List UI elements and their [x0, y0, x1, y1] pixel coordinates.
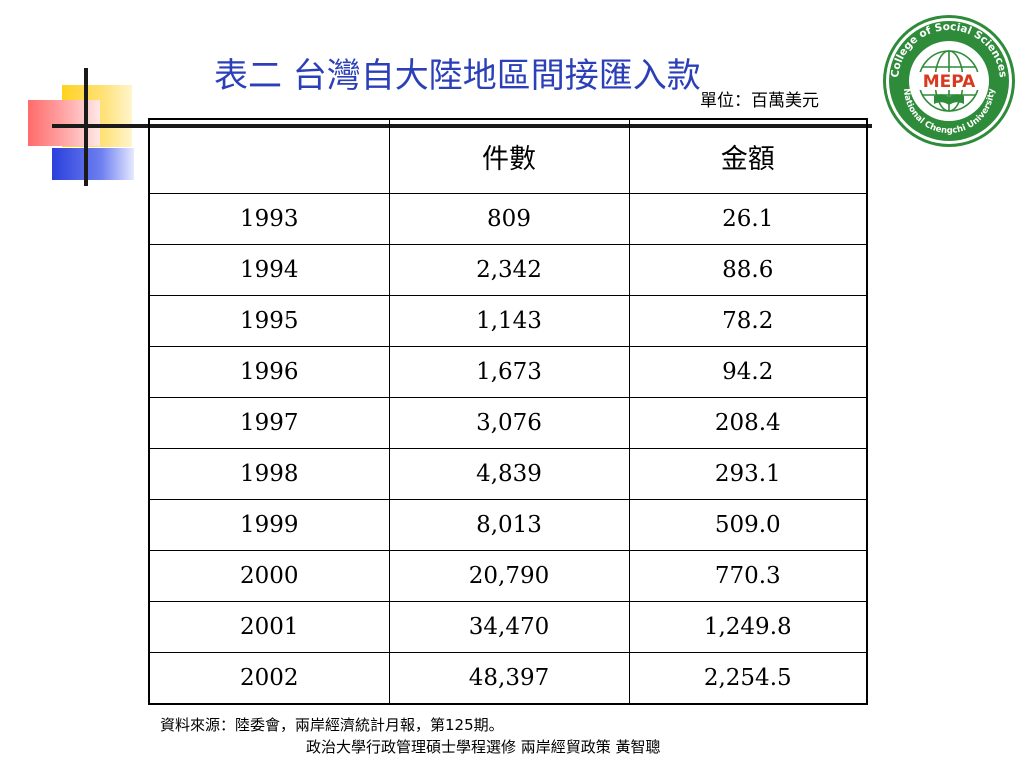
cell-amount: 88.6 — [628, 244, 868, 296]
cell-count: 1,143 — [388, 295, 630, 347]
cell-amount: 78.2 — [628, 295, 868, 347]
table-row: 1998 4,839 293.1 — [148, 448, 868, 500]
cell-year: 2001 — [148, 601, 390, 653]
header-amount: 金額 — [628, 118, 868, 194]
book-icon — [934, 94, 964, 105]
cell-amount: 509.0 — [628, 499, 868, 551]
logo-center-text: MEPA — [923, 72, 976, 92]
cell-year: 1996 — [148, 346, 390, 398]
cell-count: 809 — [388, 193, 630, 245]
cell-amount: 208.4 — [628, 397, 868, 449]
cell-amount: 94.2 — [628, 346, 868, 398]
cell-count: 20,790 — [388, 550, 630, 602]
table-row: 1996 1,673 94.2 — [148, 346, 868, 398]
table-row: 2000 20,790 770.3 — [148, 550, 868, 602]
cell-count: 4,839 — [388, 448, 630, 500]
cell-amount: 1,249.8 — [628, 601, 868, 653]
cell-year: 2002 — [148, 652, 390, 705]
table-row: 2002 48,397 2,254.5 — [148, 652, 868, 705]
table-header-row: 件數 金額 — [148, 118, 868, 194]
unit-label: 單位：百萬美元 — [700, 91, 819, 111]
header-year — [148, 118, 390, 194]
source-note: 資料來源：陸委會，兩岸經濟統計月報，第125期。 — [160, 716, 504, 734]
decor-blue-block — [52, 148, 134, 180]
cell-year: 1995 — [148, 295, 390, 347]
cell-amount: 2,254.5 — [628, 652, 868, 705]
cell-count: 48,397 — [388, 652, 630, 705]
cell-count: 3,076 — [388, 397, 630, 449]
cell-year: 1993 — [148, 193, 390, 245]
slide-title: 表二 台灣自大陸地區間接匯入款 — [214, 56, 701, 96]
cell-count: 8,013 — [388, 499, 630, 551]
table-row: 2001 34,470 1,249.8 — [148, 601, 868, 653]
table-row: 1995 1,143 78.2 — [148, 295, 868, 347]
header-count: 件數 — [388, 118, 630, 194]
cell-count: 2,342 — [388, 244, 630, 296]
table-row: 1993 809 26.1 — [148, 193, 868, 245]
decor-red-block — [28, 100, 100, 146]
mepa-logo: College of Social Sciences National Chen… — [883, 15, 1015, 147]
cell-year: 1998 — [148, 448, 390, 500]
cell-amount: 293.1 — [628, 448, 868, 500]
cell-amount: 26.1 — [628, 193, 868, 245]
cell-count: 1,673 — [388, 346, 630, 398]
remittance-table: 件數 金額 1993 809 26.1 1994 2,342 88.6 1995… — [148, 118, 868, 705]
cell-year: 1994 — [148, 244, 390, 296]
cell-amount: 770.3 — [628, 550, 868, 602]
cell-year: 1999 — [148, 499, 390, 551]
slide-footer: 政治大學行政管理碩士學程選修 兩岸經貿政策 黃智聰 — [306, 738, 661, 756]
cell-year: 2000 — [148, 550, 390, 602]
cell-count: 34,470 — [388, 601, 630, 653]
table-row: 1999 8,013 509.0 — [148, 499, 868, 551]
table-row: 1997 3,076 208.4 — [148, 397, 868, 449]
cell-year: 1997 — [148, 397, 390, 449]
table-row: 1994 2,342 88.6 — [148, 244, 868, 296]
